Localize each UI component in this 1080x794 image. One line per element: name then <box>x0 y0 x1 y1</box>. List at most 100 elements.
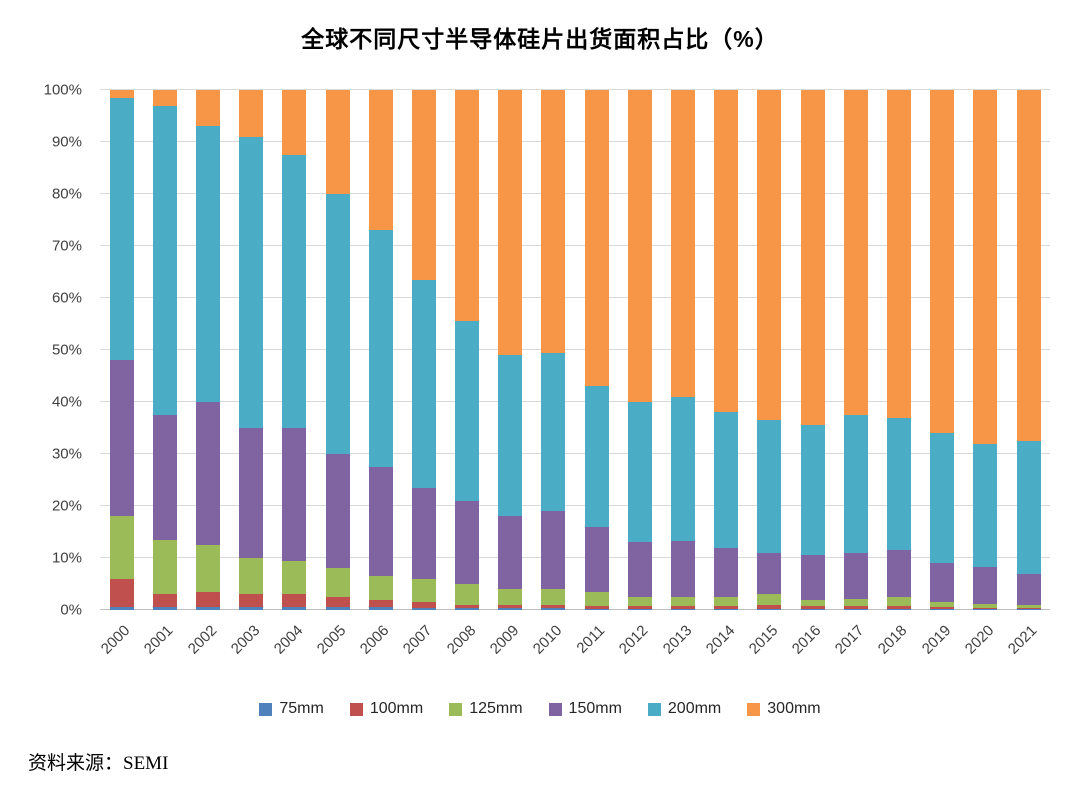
bar-segment-100mm <box>1016 607 1041 610</box>
x-axis-slot: 2007 <box>400 614 445 676</box>
x-axis-label: 2006 <box>357 622 393 658</box>
bar-segment-75mm <box>671 608 696 610</box>
x-axis-slot: 2012 <box>616 614 661 676</box>
bar-segment-200mm <box>671 396 696 542</box>
gridline <box>100 349 1050 350</box>
bar-slot <box>964 90 1007 610</box>
stacked-bar <box>368 90 393 610</box>
y-axis-label: 30% <box>51 445 82 463</box>
x-axis-slot: 2014 <box>703 614 748 676</box>
bar-slot <box>402 90 445 610</box>
bar-segment-200mm <box>584 386 609 527</box>
bar-segment-200mm <box>498 355 523 517</box>
y-axis-label: 70% <box>51 237 82 255</box>
legend-swatch <box>259 702 273 716</box>
bar-segment-125mm <box>930 602 955 608</box>
bar-segment-150mm <box>109 360 134 517</box>
legend-label: 75mm <box>279 700 324 717</box>
x-axis-label: 2013 <box>659 622 695 658</box>
x-axis-label: 2008 <box>443 622 480 658</box>
x-axis-label: 2009 <box>486 622 523 658</box>
gridline <box>100 401 1050 402</box>
bar-segment-300mm <box>671 90 696 397</box>
bar-segment-200mm <box>239 136 264 429</box>
bar-segment-100mm <box>239 594 264 608</box>
x-axis-label: 2012 <box>616 622 652 658</box>
legend-label: 150mm <box>568 700 622 717</box>
bar-segment-75mm <box>411 608 436 610</box>
stacked-bar <box>282 90 307 610</box>
bar-slot <box>359 90 402 610</box>
bar-segment-150mm <box>498 516 523 590</box>
stacked-bar <box>325 90 350 610</box>
bar-segment-100mm <box>930 607 955 610</box>
bar-slot <box>489 90 532 610</box>
y-axis-label: 50% <box>51 341 82 359</box>
bar-segment-100mm <box>584 605 609 609</box>
bar-segment-150mm <box>930 563 955 603</box>
bar-segment-200mm <box>282 155 307 429</box>
x-axis-label: 2001 <box>141 622 177 658</box>
bar-segment-75mm <box>1016 609 1041 610</box>
bar-slot <box>877 90 920 610</box>
x-axis-slot: 2003 <box>228 614 273 676</box>
legend: 75mm 100mm 125mm 150mm 200mm 300mm <box>0 700 1080 718</box>
bar-slot <box>532 90 575 610</box>
stacked-bar <box>1016 90 1041 610</box>
bar-segment-100mm <box>455 604 480 609</box>
bar-slot <box>921 90 964 610</box>
bar-segment-300mm <box>757 90 782 421</box>
bar-slot <box>834 90 877 610</box>
bar-segment-300mm <box>714 90 739 413</box>
bars-container <box>100 90 1050 610</box>
bar-segment-100mm <box>152 594 177 608</box>
y-axis-label: 0% <box>60 601 82 619</box>
bar-slot <box>661 90 704 610</box>
bar-segment-125mm <box>843 598 868 607</box>
bar-segment-150mm <box>584 526 609 592</box>
stacked-bar <box>498 90 523 610</box>
x-axis-label: 2002 <box>184 622 220 658</box>
bar-segment-300mm <box>843 90 868 416</box>
bar-segment-75mm <box>584 608 609 610</box>
bar-segment-150mm <box>368 467 393 577</box>
legend-swatch <box>349 702 363 716</box>
plot-area <box>100 89 1050 610</box>
x-axis-label: 2018 <box>875 622 911 658</box>
bar-segment-100mm <box>627 606 652 609</box>
bar-segment-150mm <box>757 552 782 595</box>
legend-item-75mm: 75mm <box>259 700 324 718</box>
bar-segment-75mm <box>195 607 220 610</box>
bar-segment-200mm <box>714 412 739 548</box>
bar-segment-150mm <box>325 454 350 569</box>
legend-item-125mm: 125mm <box>449 700 523 718</box>
bar-segment-200mm <box>1016 441 1041 574</box>
gridline <box>100 609 1050 610</box>
x-axis-slot: 2010 <box>530 614 575 676</box>
bar-segment-200mm <box>109 97 134 361</box>
x-axis-slot: 2020 <box>962 614 1007 676</box>
bar-segment-75mm <box>152 607 177 610</box>
bar-segment-300mm <box>800 90 825 426</box>
bar-segment-75mm <box>930 609 955 610</box>
bar-segment-125mm <box>325 568 350 598</box>
bar-segment-200mm <box>325 194 350 455</box>
bar-slot <box>1007 90 1050 610</box>
bar-segment-200mm <box>152 105 177 416</box>
bar-segment-100mm <box>325 597 350 608</box>
bar-segment-300mm <box>627 90 652 403</box>
bar-segment-300mm <box>411 90 436 280</box>
x-axis-slot: 2006 <box>357 614 402 676</box>
x-axis-slot: 2016 <box>789 614 834 676</box>
bar-segment-300mm <box>239 90 264 137</box>
y-axis: 0% 10% 20% 30% 40% 50% 60% 70% 80% 90% 100% <box>0 83 90 618</box>
gridline <box>100 453 1050 454</box>
x-axis: 2000 2001 2002 2003 2004 2005 2006 2007 2008 2009… <box>98 614 1050 676</box>
bar-slot <box>575 90 618 610</box>
bar-segment-125mm <box>714 597 739 607</box>
stacked-bar <box>411 90 436 610</box>
bar-segment-75mm <box>757 608 782 610</box>
legend-item-150mm: 150mm <box>548 700 622 718</box>
stacked-bar <box>109 90 134 610</box>
